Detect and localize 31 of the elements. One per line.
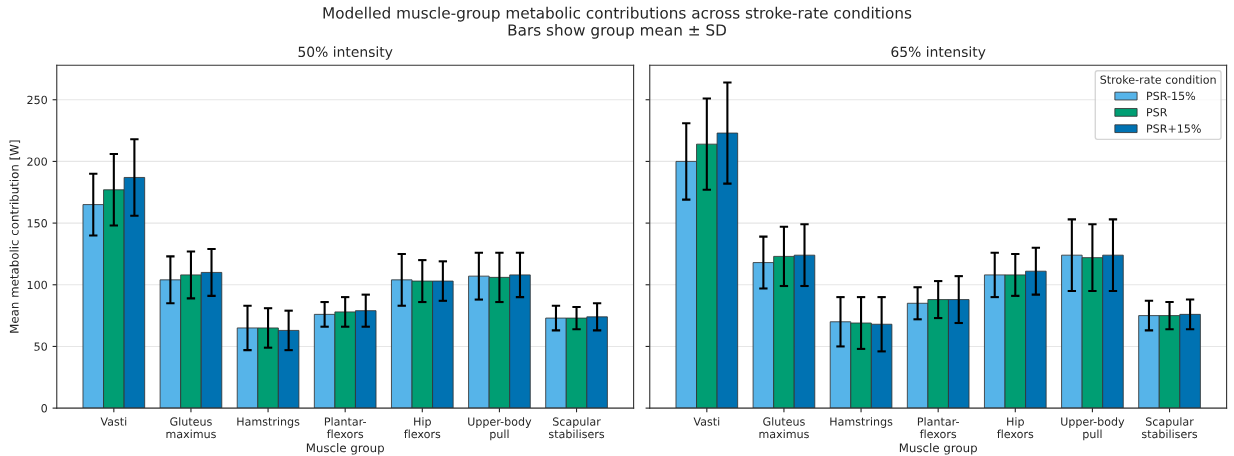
x-tick-label: Gluteus maximus xyxy=(166,417,216,439)
x-tick-label: Hamstrings xyxy=(830,417,893,428)
y-tick-label: 150 xyxy=(27,219,47,228)
x-axis-title: Muscle group xyxy=(306,443,384,455)
y-axis-title: Mean metabolic contribution [W] xyxy=(9,140,21,333)
x-tick-label: Vasti xyxy=(693,417,720,426)
text: 50% intensity xyxy=(298,46,393,60)
chart-title: Modelled muscle-group metabolic contributions across stroke-rate conditions xyxy=(323,6,912,22)
text: 65% intensity xyxy=(891,46,986,60)
x-tick-label: Plantar- flexors xyxy=(324,417,366,439)
x-tick-label: Upper-body pull xyxy=(468,417,532,441)
x-tick-label: Scapular stabilisers xyxy=(1142,417,1198,439)
x-tick-label: Scapular stabilisers xyxy=(549,417,605,439)
x-axis-title: Muscle group xyxy=(899,443,977,455)
x-tick-label: Hip flexors xyxy=(404,417,441,439)
y-tick-label: 200 xyxy=(27,157,47,166)
legend-label: PSR xyxy=(1147,108,1168,117)
legend-label: PSR+15% xyxy=(1147,124,1201,133)
x-tick-label: Upper-body pull xyxy=(1061,417,1125,441)
x-tick-label: Plantar- flexors xyxy=(917,417,959,439)
x-tick-label: Vasti xyxy=(100,417,127,426)
y-tick-label: 50 xyxy=(34,342,47,351)
x-tick-label: Hip flexors xyxy=(997,417,1034,439)
legend-label: PSR-15% xyxy=(1147,91,1196,101)
y-tick-label: 100 xyxy=(27,280,47,290)
x-tick-label: Hamstrings xyxy=(237,417,300,428)
y-tick-label: 250 xyxy=(27,95,47,105)
y-tick-label: 0 xyxy=(41,404,47,413)
chart-subtitle: Bars show group mean ± SD xyxy=(508,23,726,39)
legend-title: Stroke-rate condition xyxy=(1100,75,1216,84)
x-tick-label: Gluteus maximus xyxy=(759,417,809,439)
